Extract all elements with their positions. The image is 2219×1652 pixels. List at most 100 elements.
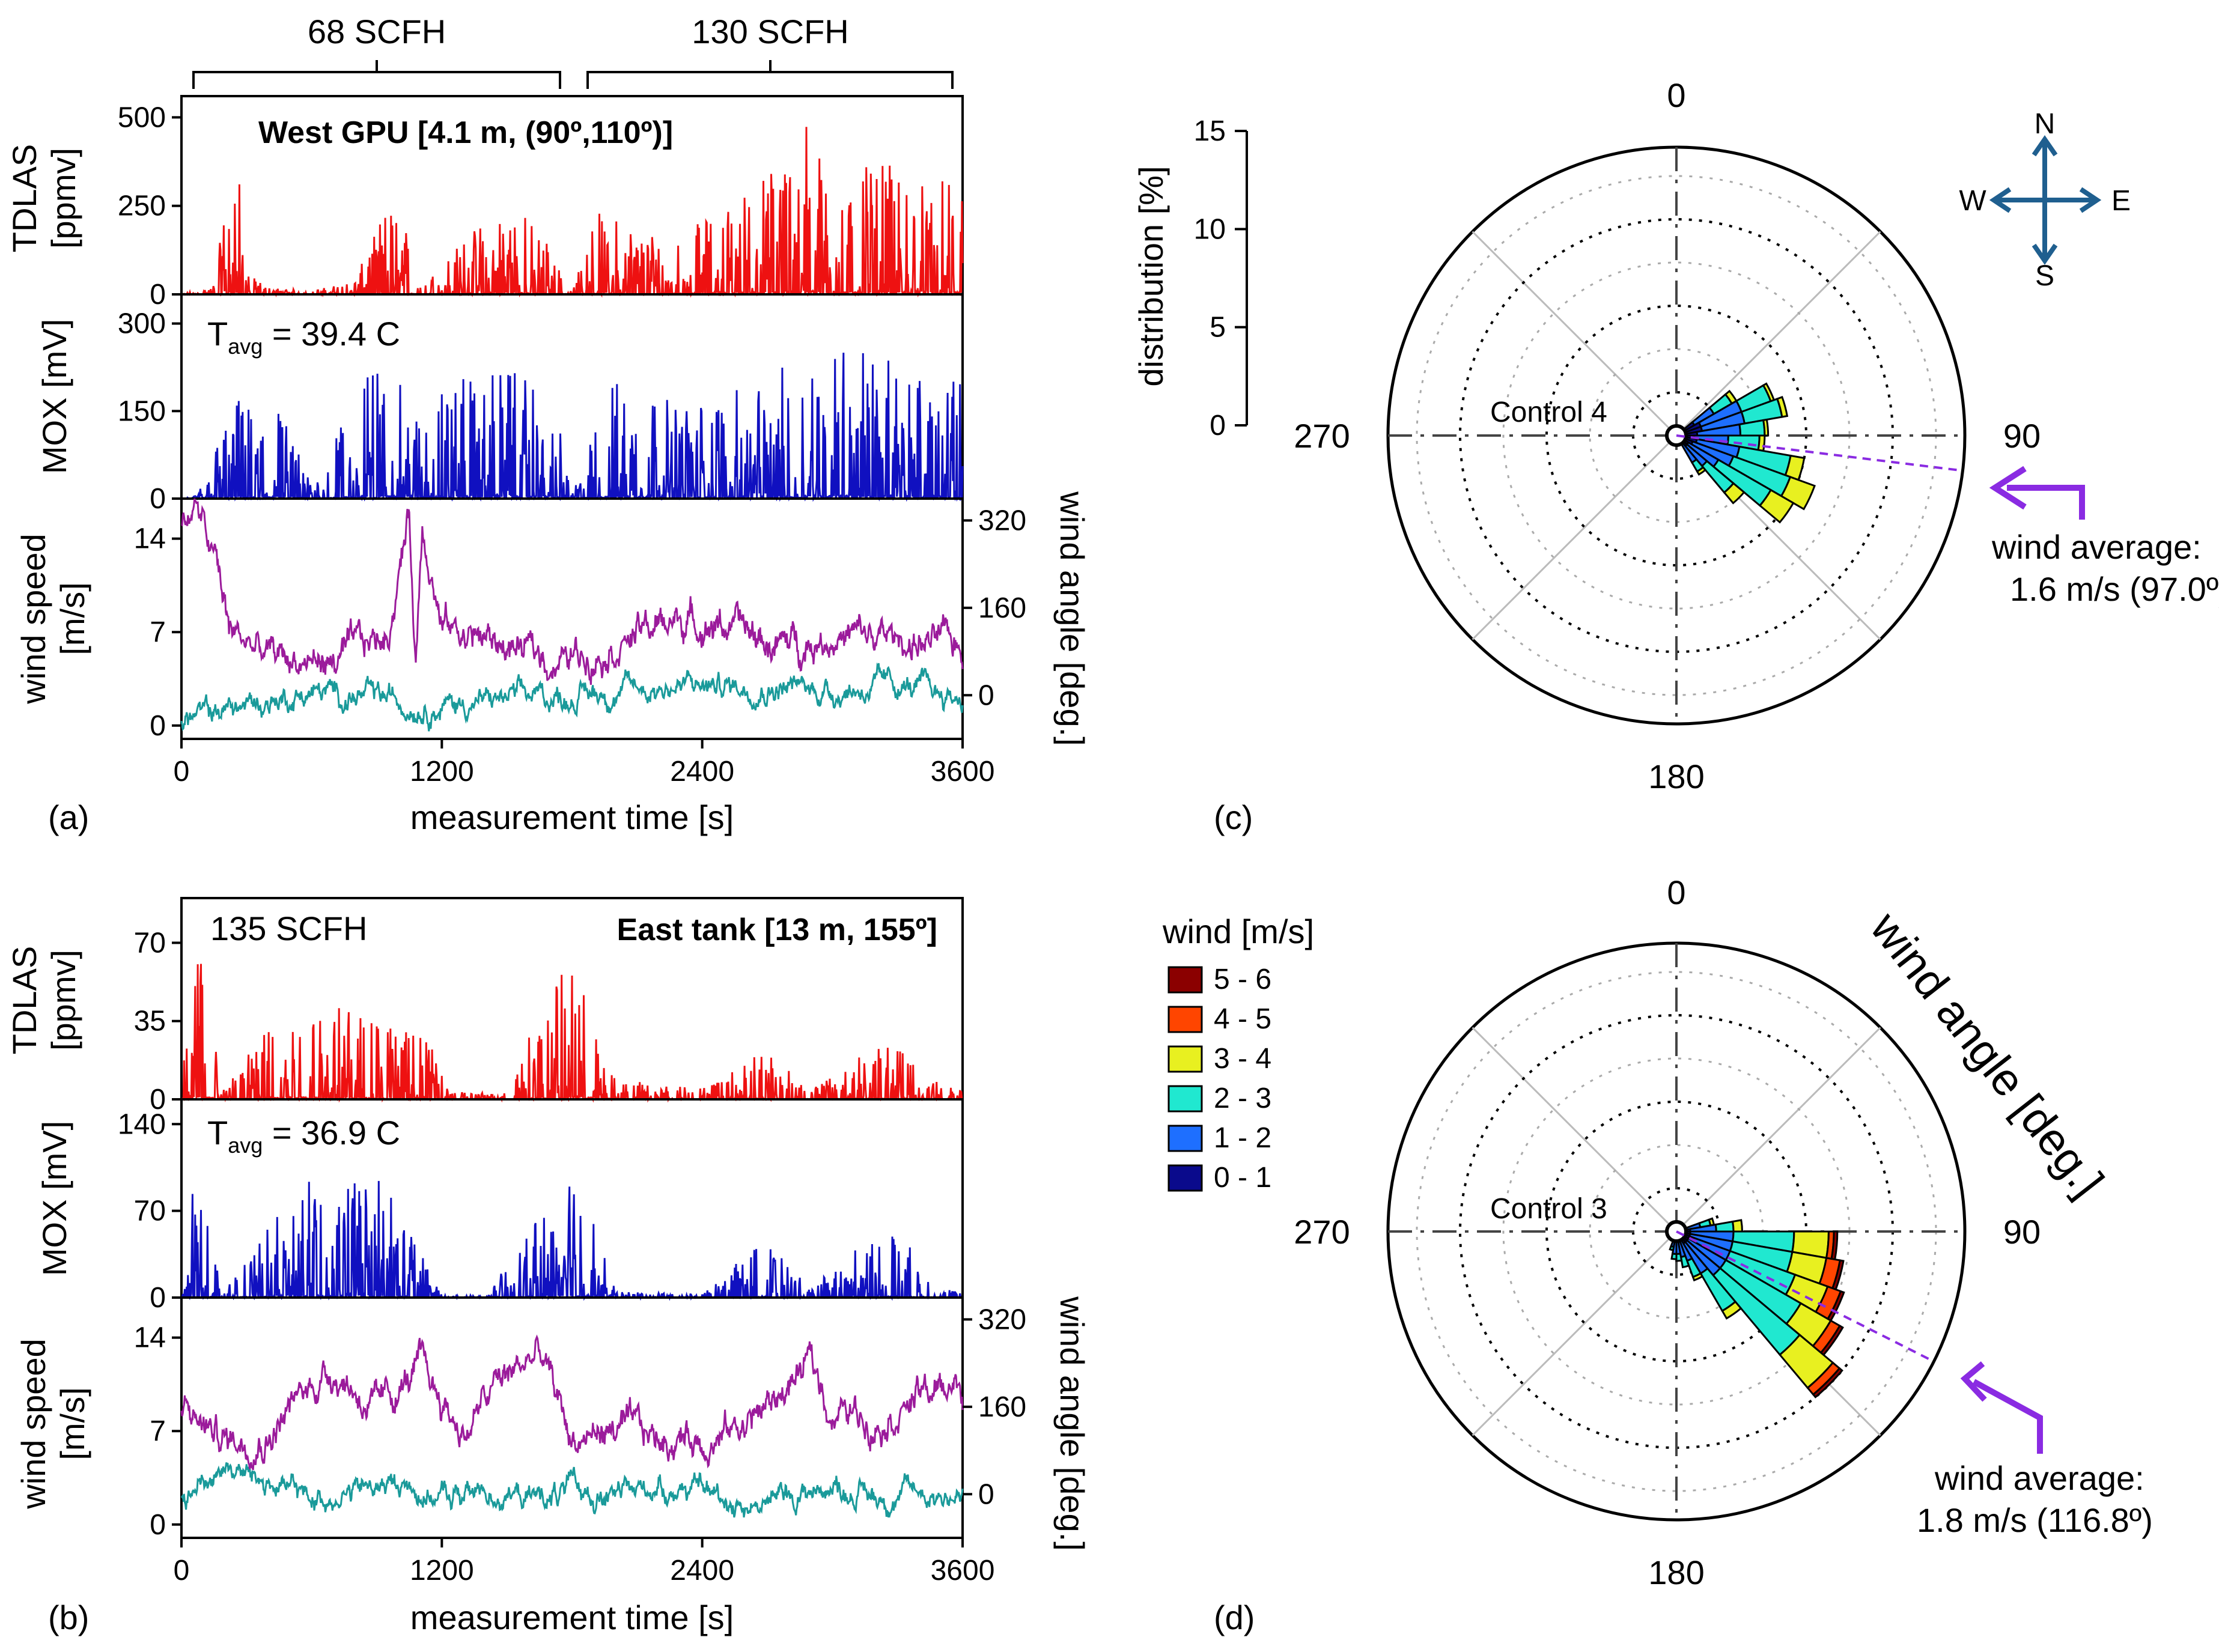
rose-wedge [1758, 488, 1795, 524]
xtick-label: 1200 [410, 756, 474, 788]
ytick-label: 0 [150, 1509, 166, 1541]
angle-b-trace [180, 1334, 964, 1471]
mox-b-tavg: Tavg = 36.9 C [207, 1114, 400, 1158]
rose-d-angle-180: 180 [1648, 1553, 1704, 1591]
legend-label: 1 - 2 [1214, 1122, 1271, 1154]
rose-c-avg-2: 1.6 m/s (97.0º) [2010, 570, 2219, 608]
mox-a-ylabel: MOX [mV] [35, 319, 73, 474]
speed-b-yticks: 0 7 14 [134, 1322, 181, 1541]
ytick-label: 0 [978, 679, 994, 711]
xtick-label: 2400 [670, 1555, 734, 1587]
rose-c-angle-270: 270 [1294, 417, 1350, 455]
angle-a-yticks: 0 160 320 [963, 505, 1026, 711]
ytick-label: 140 [118, 1108, 166, 1140]
ytick-label: 70 [134, 927, 166, 959]
rose-d-control: Control 3 [1490, 1193, 1607, 1225]
compass-e: E [2111, 185, 2131, 217]
speed-a-trace [180, 662, 964, 732]
xtick-label: 0 [174, 756, 190, 788]
dist-tick-label: 5 [1210, 312, 1226, 344]
ytick-label: 14 [134, 1322, 166, 1354]
rose-c-angle-0: 0 [1667, 76, 1685, 114]
mox-b-ylabel: MOX [mV] [35, 1121, 73, 1276]
legend-swatch [1167, 1045, 1203, 1073]
xtick-label: 2400 [670, 756, 734, 788]
bracket-130-label: 130 SCFH [692, 13, 848, 50]
legend: wind [m/s] 5 - 6 4 - 5 3 - 4 2 - 3 1 - 2 0 - … [1162, 913, 1314, 1194]
panel-d-tag: (d) [1214, 1599, 1255, 1636]
rose-average-line [1676, 1230, 1929, 1360]
legend-label: 2 - 3 [1214, 1083, 1271, 1114]
rose-spoke [1675, 231, 1881, 437]
mox-a-yticks: 0 150 300 [118, 308, 181, 515]
rose-c-angle-180: 180 [1648, 758, 1704, 795]
mox-a-tavg: Tavg = 39.4 C [207, 315, 400, 359]
legend-label: 0 - 1 [1214, 1162, 1271, 1194]
tdlas-a-ylabel-2: [ppmv] [44, 148, 82, 249]
angle-a-trace [181, 498, 964, 685]
panel-a-tag: (a) [48, 798, 89, 836]
speed-b-trace [180, 1462, 964, 1518]
speed-b-ylabel-2: [m/s] [53, 1387, 91, 1460]
rose-wedge [1696, 466, 1707, 476]
rose-wedge [1670, 1253, 1678, 1260]
angle-b-ylabel: wind angle [deg.] [1053, 1296, 1091, 1550]
ytick-label: 500 [118, 102, 166, 133]
tdlas-a-ylabel-1: TDLAS [5, 144, 43, 253]
ytick-label: 150 [118, 395, 166, 427]
mox-a-trace [181, 353, 964, 502]
xtick-label: 3600 [931, 756, 995, 788]
rose-spoke [1675, 1027, 1881, 1233]
bracket-68 [192, 71, 561, 89]
xtick-label: 3600 [931, 1555, 995, 1587]
time-b-xticks: 0 1200 2400 3600 [174, 1538, 995, 1587]
compass [1989, 135, 2102, 266]
tdlas-a-trace [181, 127, 964, 298]
ytick-label: 7 [150, 616, 166, 648]
ytick-label: 300 [118, 308, 166, 340]
ytick-label: 0 [150, 483, 166, 515]
panel-a-title: West GPU [4.1 m, (90º,110º)] [258, 115, 673, 150]
rose-wedge [1776, 396, 1789, 418]
rose-d-angle-0: 0 [1667, 873, 1685, 911]
legend-label: 4 - 5 [1214, 1003, 1271, 1035]
panel-d: 0 90 180 270 Control 3 wind angle [deg.]… [1214, 873, 2153, 1636]
rose-average-line [1676, 434, 1958, 472]
tdlas-a-yticks: 0 250 500 [118, 102, 181, 311]
xtick-label: 1200 [410, 1555, 474, 1587]
legend-label: 5 - 6 [1214, 964, 1271, 995]
panel-b-flow: 135 SCFH [210, 910, 367, 947]
ytick-label: 14 [134, 523, 166, 555]
speed-b-ylabel-1: wind speed [14, 1338, 52, 1509]
ytick-label: 160 [978, 1391, 1026, 1423]
time-b-xlabel: measurement time [s] [410, 1599, 734, 1636]
avg-d-arrow [1960, 1361, 2043, 1454]
ytick-label: 320 [978, 505, 1026, 536]
bracket-130 [586, 71, 954, 89]
legend-title: wind [m/s] [1162, 913, 1314, 950]
ytick-label: 35 [134, 1006, 166, 1037]
rose-d-avg-1: wind average: [1934, 1459, 2144, 1497]
ytick-label: 0 [150, 710, 166, 742]
rose-wedge [1714, 1220, 1735, 1233]
rose-wedge [1757, 434, 1766, 452]
ytick-label: 0 [150, 1084, 166, 1116]
rose-wedge [1762, 418, 1770, 437]
avg-c-arrow [1989, 466, 2085, 520]
rose-wedge [1669, 1245, 1675, 1251]
wind-b-frame [180, 1296, 964, 1539]
rose-d-avg-2: 1.8 m/s (116.8º) [1917, 1501, 2153, 1539]
legend-items: 5 - 6 4 - 5 3 - 4 2 - 3 1 - 2 0 - 1 [1167, 964, 1271, 1194]
mox-b-yticks: 0 70 140 [118, 1108, 181, 1314]
ytick-label: 70 [134, 1195, 166, 1227]
rose-d-angle-90: 90 [2003, 1213, 2041, 1251]
ytick-label: 250 [118, 190, 166, 222]
compass-s: S [2035, 260, 2054, 292]
dist-tick-label: 15 [1194, 115, 1226, 147]
rose-c-angle-90: 90 [2003, 417, 2041, 455]
dist-ylabel: distribution [%] [1132, 166, 1170, 386]
rose-d-angle-label: wind angle [deg.] [1860, 902, 2113, 1206]
panel-c-tag: (c) [1214, 798, 1253, 836]
